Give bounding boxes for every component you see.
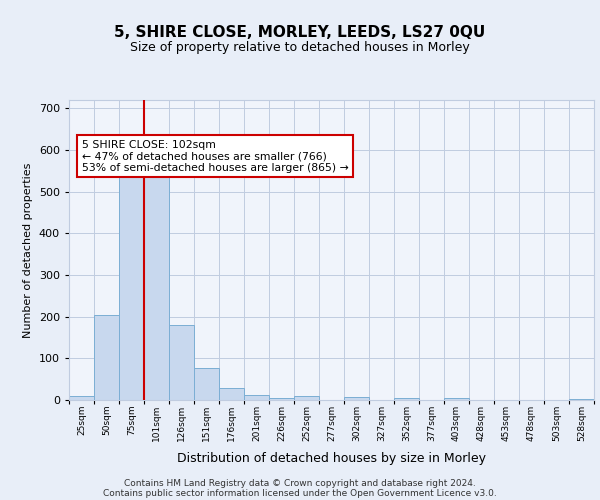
Y-axis label: Number of detached properties: Number of detached properties [23, 162, 33, 338]
Text: Size of property relative to detached houses in Morley: Size of property relative to detached ho… [130, 41, 470, 54]
Bar [194, 368, 219, 400]
Bar [569, 399, 594, 400]
Bar [344, 396, 369, 400]
Bar [169, 325, 194, 400]
Text: Contains public sector information licensed under the Open Government Licence v3: Contains public sector information licen… [103, 488, 497, 498]
Bar [94, 314, 119, 400]
Text: Contains HM Land Registry data © Crown copyright and database right 2024.: Contains HM Land Registry data © Crown c… [124, 478, 476, 488]
Bar [394, 398, 419, 400]
Bar [69, 396, 94, 400]
Bar [119, 171, 144, 400]
Bar [219, 388, 244, 400]
Bar [444, 398, 469, 400]
Bar [144, 169, 169, 400]
Bar [244, 395, 269, 400]
Bar [269, 398, 294, 400]
X-axis label: Distribution of detached houses by size in Morley: Distribution of detached houses by size … [177, 452, 486, 465]
Text: 5, SHIRE CLOSE, MORLEY, LEEDS, LS27 0QU: 5, SHIRE CLOSE, MORLEY, LEEDS, LS27 0QU [115, 25, 485, 40]
Text: 5 SHIRE CLOSE: 102sqm
← 47% of detached houses are smaller (766)
53% of semi-det: 5 SHIRE CLOSE: 102sqm ← 47% of detached … [82, 140, 348, 173]
Bar [294, 396, 319, 400]
